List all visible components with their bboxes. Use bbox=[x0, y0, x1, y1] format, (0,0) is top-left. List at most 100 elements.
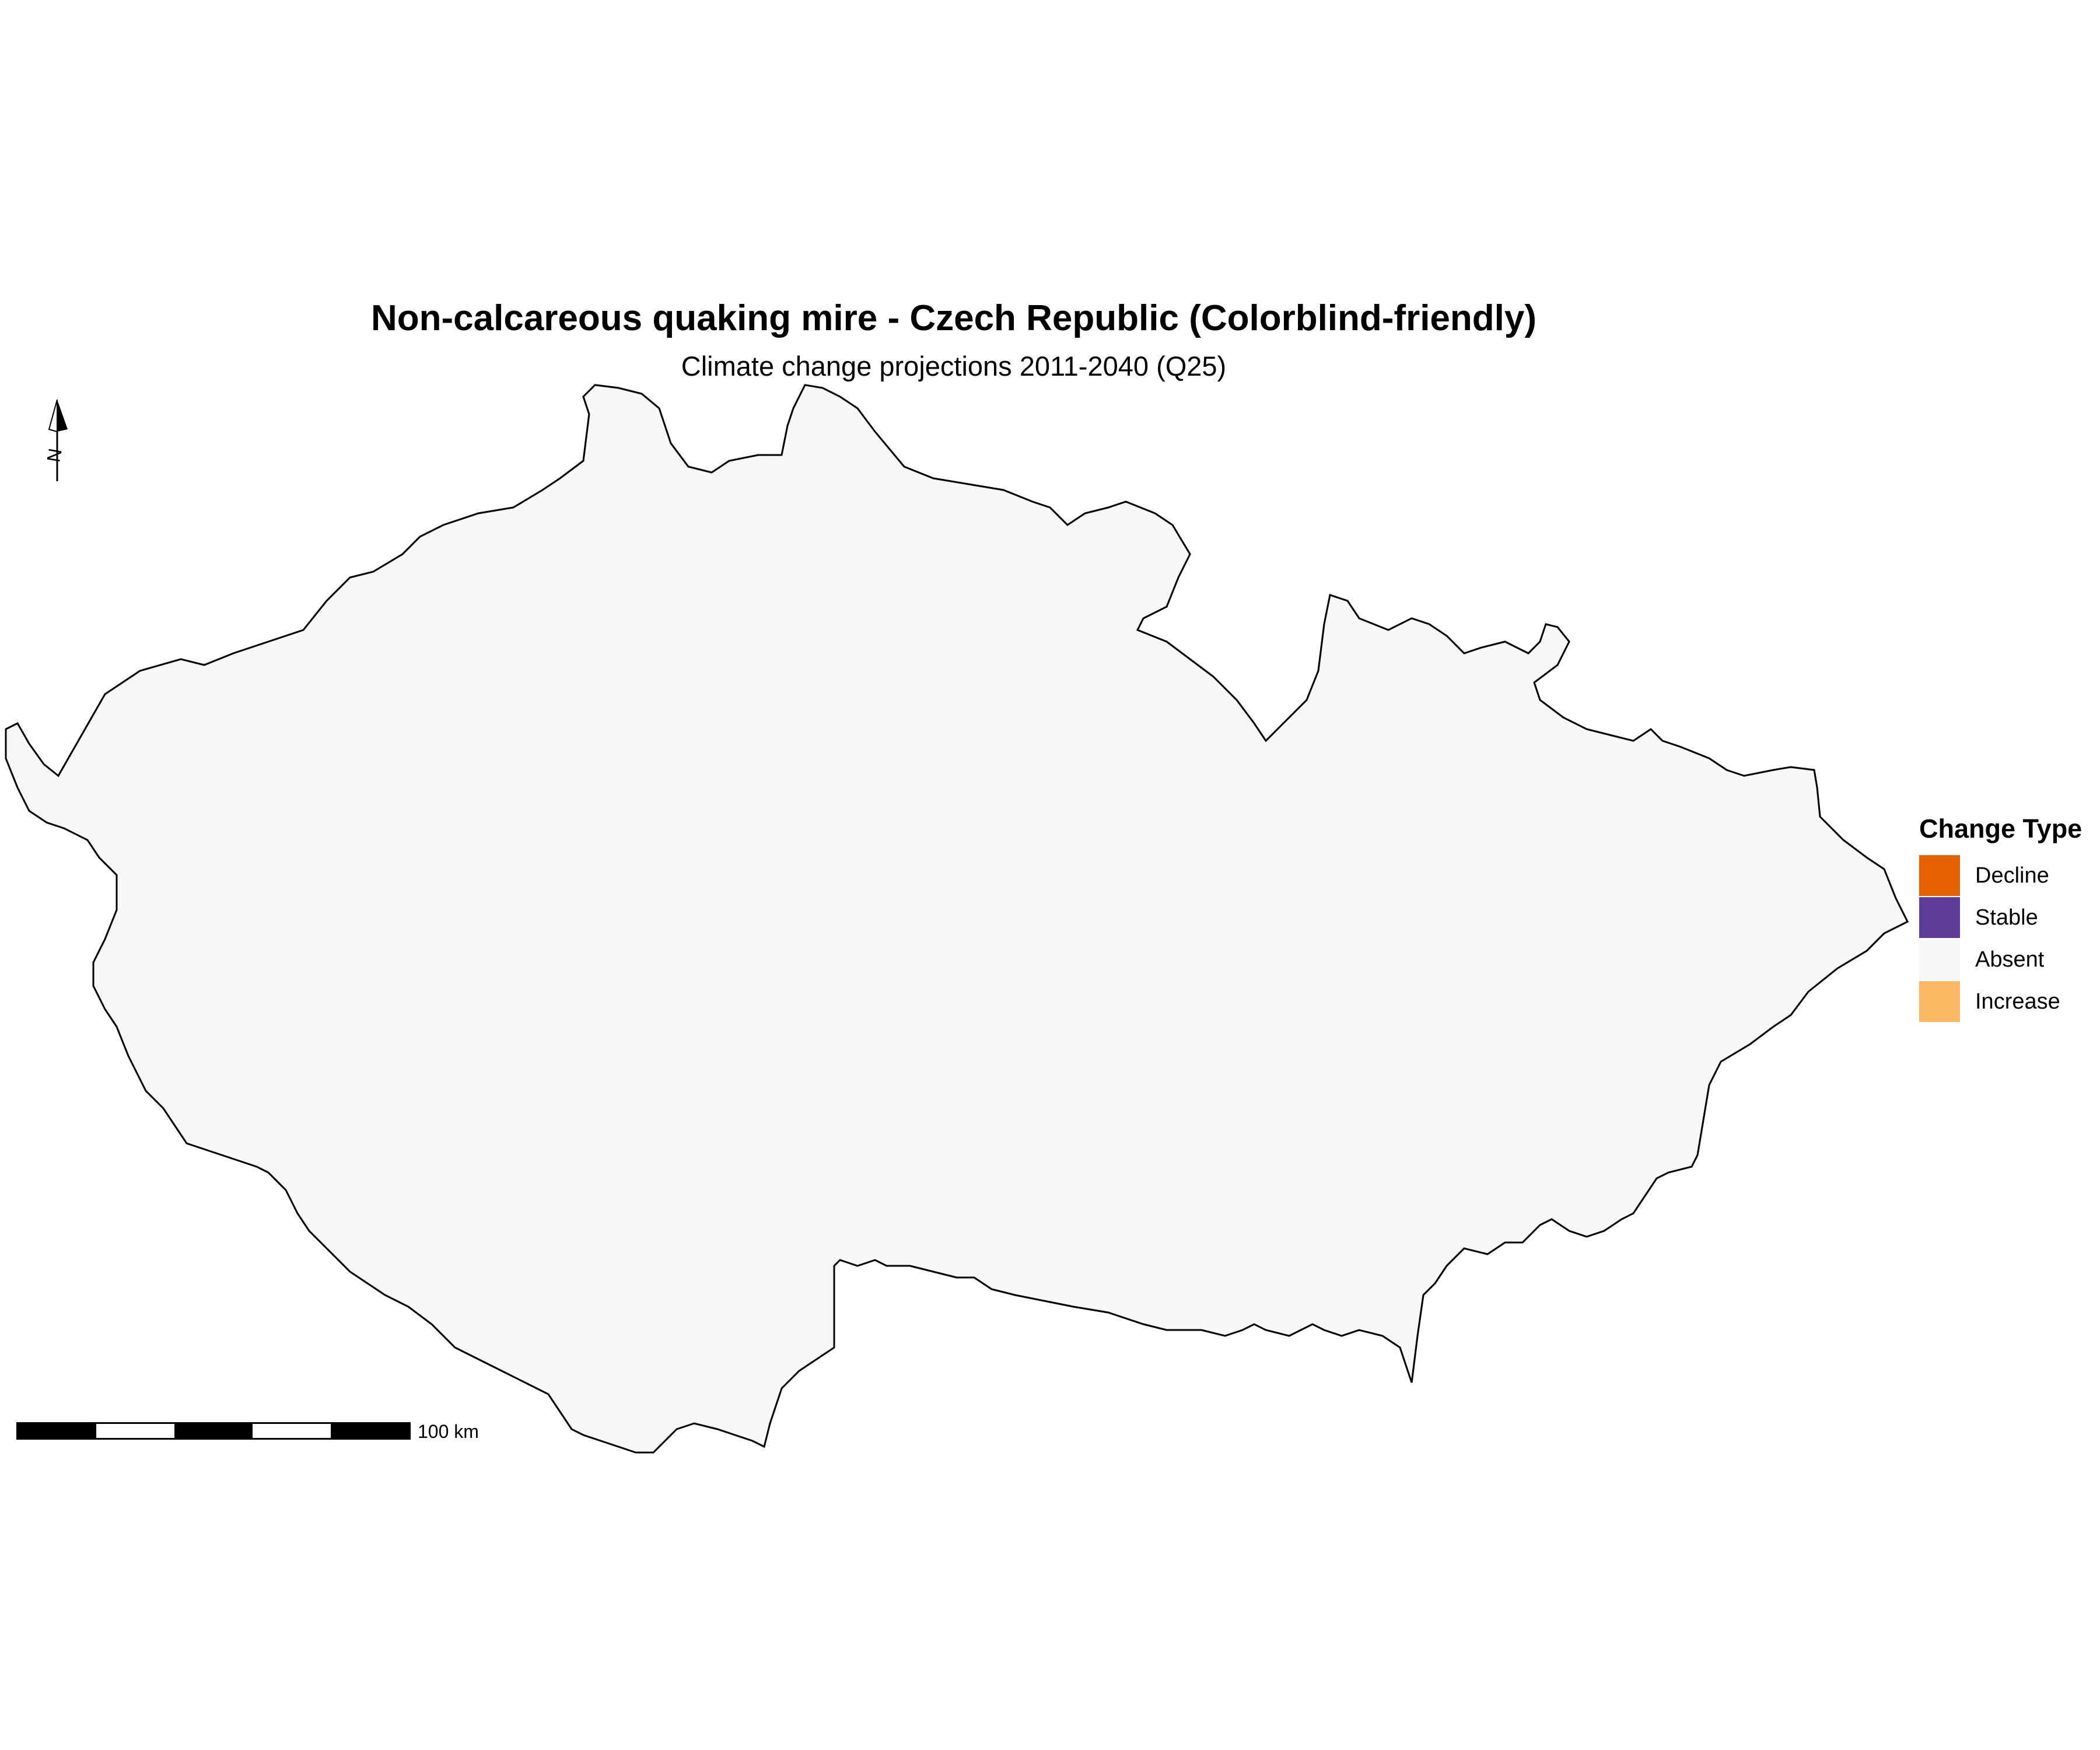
absent-pixel bbox=[397, 1389, 406, 1398]
decline-pixel bbox=[1218, 670, 1230, 681]
decline-pixel bbox=[1776, 1157, 1780, 1162]
absent-pixel bbox=[495, 1397, 504, 1406]
absent-pixel bbox=[352, 1328, 362, 1338]
decline-pixel bbox=[1639, 1338, 1650, 1349]
map-subtitle: Climate change projections 2011-2040 (Q2… bbox=[681, 351, 1227, 382]
scale-bar-label: 100 km bbox=[418, 1421, 479, 1442]
decline-pixel bbox=[284, 1247, 295, 1259]
decline-pixel bbox=[266, 468, 278, 480]
decline-pixel bbox=[1318, 589, 1322, 594]
decline-pixel bbox=[1285, 610, 1290, 615]
decline-pixel bbox=[1748, 1179, 1760, 1191]
decline-pixel bbox=[191, 1147, 195, 1152]
decline-pixel bbox=[1496, 613, 1501, 618]
decline-pixel bbox=[236, 1171, 244, 1180]
decline-pixel bbox=[116, 1045, 120, 1050]
absent-pixel bbox=[359, 1328, 369, 1338]
decline-pixel bbox=[1513, 1293, 1521, 1301]
decline-pixel bbox=[1574, 1302, 1586, 1314]
absent-pixel bbox=[842, 1300, 847, 1305]
decline-pixel bbox=[1241, 584, 1250, 593]
decline-pixel bbox=[1487, 1286, 1499, 1297]
decline-pixel bbox=[1772, 569, 1780, 577]
decline-pixel bbox=[1265, 502, 1270, 507]
decline-pixel bbox=[287, 1275, 292, 1280]
decline-pixel bbox=[1271, 482, 1276, 487]
decline-pixel bbox=[1614, 573, 1618, 578]
legend-swatch bbox=[1919, 855, 1960, 896]
decline-pixel bbox=[159, 634, 164, 638]
decline-pixel bbox=[1418, 516, 1426, 524]
decline-pixel bbox=[838, 1339, 849, 1350]
decline-pixel bbox=[1116, 469, 1128, 481]
legend-item-decline: Decline bbox=[1919, 855, 2082, 897]
decline-pixel bbox=[282, 1198, 290, 1206]
decline-pixel bbox=[1592, 682, 1601, 691]
decline-pixel bbox=[166, 1278, 171, 1283]
decline-pixel bbox=[1097, 479, 1105, 487]
decline-pixel bbox=[1051, 480, 1056, 484]
decline-pixel bbox=[275, 499, 280, 504]
absent-pixel bbox=[359, 1294, 364, 1298]
decline-pixel bbox=[289, 606, 301, 617]
decline-pixel bbox=[390, 544, 398, 552]
legend-label: Decline bbox=[1975, 863, 2049, 888]
absent-pixel bbox=[335, 1412, 340, 1416]
absent-pixel bbox=[317, 1276, 326, 1285]
decline-pixel bbox=[159, 1332, 164, 1337]
absent-pixel bbox=[445, 1357, 450, 1362]
decline-pixel bbox=[1702, 649, 1710, 657]
decline-pixel bbox=[190, 1212, 195, 1216]
absent-pixel bbox=[320, 1317, 325, 1322]
decline-pixel bbox=[1192, 537, 1203, 548]
decline-pixel bbox=[1677, 726, 1689, 738]
map-title: Non-calcareous quaking mire - Czech Repu… bbox=[370, 298, 1537, 338]
decline-pixel bbox=[231, 1237, 243, 1248]
decline-pixel bbox=[1583, 617, 1591, 625]
absent-pixel bbox=[329, 1359, 338, 1368]
decline-pixel bbox=[98, 1154, 106, 1163]
decline-pixel bbox=[1084, 478, 1092, 486]
decline-pixel bbox=[396, 470, 400, 474]
decline-pixel bbox=[1586, 711, 1590, 716]
absent-pixel bbox=[501, 1401, 506, 1405]
decline-pixel bbox=[293, 578, 305, 590]
decline-pixel bbox=[100, 1147, 104, 1152]
absent-pixel bbox=[349, 1308, 359, 1317]
decline-pixel bbox=[1437, 1310, 1445, 1318]
decline-pixel bbox=[1684, 1279, 1692, 1287]
decline-pixel bbox=[949, 1358, 953, 1363]
decline-pixel bbox=[1429, 1367, 1437, 1375]
decline-pixel bbox=[326, 1296, 338, 1308]
decline-pixel bbox=[1509, 483, 1517, 491]
decline-pixel bbox=[187, 1262, 191, 1266]
decline-pixel bbox=[434, 1336, 439, 1340]
decline-pixel bbox=[1743, 1147, 1748, 1152]
decline-pixel bbox=[1638, 697, 1650, 709]
decline-pixel bbox=[1652, 478, 1664, 489]
decline-pixel bbox=[271, 1197, 279, 1205]
decline-pixel bbox=[211, 611, 219, 619]
decline-pixel bbox=[94, 933, 99, 937]
decline-pixel bbox=[95, 559, 107, 570]
decline-pixel bbox=[184, 490, 196, 502]
decline-pixel bbox=[1286, 671, 1290, 676]
decline-pixel bbox=[904, 1361, 912, 1369]
absent-pixel bbox=[408, 1389, 413, 1394]
decline-pixel bbox=[1369, 514, 1377, 523]
decline-pixel bbox=[1109, 474, 1117, 482]
decline-pixel bbox=[1193, 536, 1201, 544]
decline-pixel bbox=[1778, 618, 1790, 630]
decline-pixel bbox=[1396, 482, 1401, 487]
decline-pixel bbox=[1763, 1276, 1774, 1288]
decline-pixel bbox=[1314, 544, 1326, 555]
decline-pixel bbox=[1386, 582, 1398, 594]
absent-pixel bbox=[355, 1314, 365, 1323]
decline-pixel bbox=[107, 468, 115, 477]
decline-pixel bbox=[1460, 1315, 1465, 1320]
decline-pixel bbox=[1545, 1263, 1553, 1271]
decline-pixel bbox=[187, 470, 191, 474]
decline-pixel bbox=[230, 537, 235, 542]
decline-pixel bbox=[403, 496, 415, 508]
decline-pixel bbox=[164, 1247, 172, 1255]
